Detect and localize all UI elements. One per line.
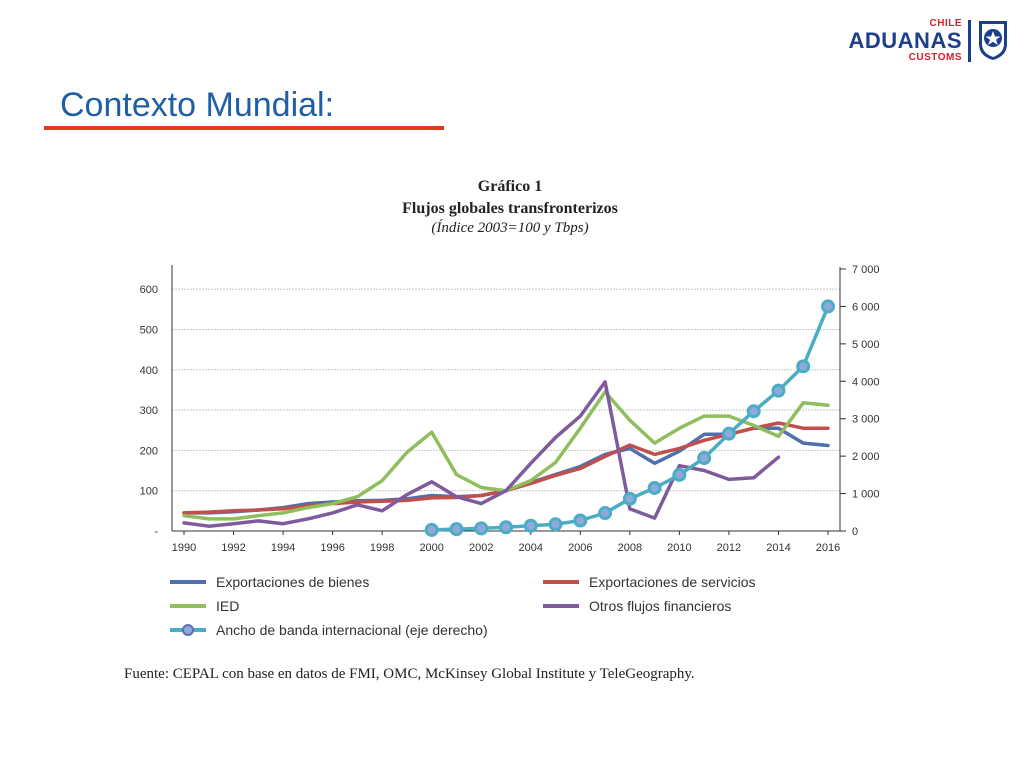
x-tick-label: 1992 — [221, 542, 245, 554]
title-underline — [44, 126, 444, 130]
data-point — [573, 513, 588, 528]
legend-label: Exportaciones de servicios — [589, 574, 756, 590]
series-line-0 — [182, 426, 830, 515]
legend-label: Exportaciones de bienes — [216, 574, 370, 590]
legend-item-exportaciones-bienes: Exportaciones de bienes — [170, 572, 369, 592]
figure-source: Fuente: CEPAL con base en datos de FMI, … — [124, 666, 695, 682]
x-tick-label: 2016 — [816, 542, 840, 554]
aduanas-logo: CHILE ADUANAS CUSTOMS — [838, 16, 1010, 66]
y-right-tick-label: 6 000 — [852, 301, 880, 313]
y-left-tick-label: 400 — [140, 365, 158, 377]
y-right-tick-label: 1 000 — [852, 489, 880, 501]
legend-item-ancho-banda: Ancho de banda internacional (eje derech… — [170, 620, 488, 640]
line-chart: - 100 200 300 400 500 600 0 1 000 2 000 3 000 4 000… — [140, 264, 880, 554]
data-point — [697, 451, 712, 466]
legend-swatch — [543, 580, 579, 584]
x-tick-label: 2004 — [519, 542, 543, 554]
figure-subtitle: Flujos globales transfronterizos — [402, 200, 618, 217]
x-tick-label: 1998 — [370, 542, 394, 554]
data-point — [622, 491, 637, 506]
y-left-tick-label: 600 — [140, 284, 158, 296]
y-left-tick-label: 300 — [140, 405, 158, 417]
y-left-tick-label: 200 — [140, 445, 158, 457]
y-left-tick-label: 500 — [140, 324, 158, 336]
x-tick-label: 2006 — [568, 542, 592, 554]
legend-swatch — [543, 604, 579, 608]
data-point — [424, 522, 439, 537]
legend-item-exportaciones-servicios: Exportaciones de servicios — [543, 572, 756, 592]
logo-divider — [968, 20, 971, 62]
data-point — [821, 299, 835, 314]
legend-label: IED — [216, 598, 240, 614]
logo-bottom-text: CUSTOMS — [908, 52, 962, 63]
data-point — [449, 522, 464, 537]
figure-note: (Índice 2003=100 y Tbps) — [431, 220, 589, 236]
data-point — [499, 520, 513, 535]
figure-label: Gráfico 1 — [477, 178, 543, 195]
legend-item-ied: IED — [170, 596, 239, 616]
data-point — [746, 404, 761, 419]
data-point — [523, 518, 538, 533]
x-tick-label: 2014 — [766, 542, 790, 554]
data-point — [721, 426, 736, 441]
series-line-2 — [182, 390, 830, 521]
x-tick-label: 2008 — [618, 542, 642, 554]
y-right-tick-label: 2 000 — [852, 451, 880, 463]
series-line-3 — [182, 380, 781, 528]
x-tick-label: 1994 — [271, 542, 295, 554]
legend-swatch — [170, 580, 206, 584]
x-tick-label: 2002 — [469, 542, 493, 554]
data-point — [548, 517, 563, 532]
y-right-tick-label: 7 000 — [852, 264, 880, 276]
y-right-tick-label: 0 — [852, 526, 858, 538]
y-right-tick-label: 4 000 — [852, 376, 880, 388]
logo-top-text: CHILE — [929, 18, 962, 29]
y-left-tick-label: - — [154, 526, 158, 538]
x-tick-label: 2000 — [419, 542, 443, 554]
x-tick-label: 2010 — [667, 542, 691, 554]
legend-label: Otros flujos financieros — [589, 598, 732, 614]
logo-main-text: ADUANAS — [848, 28, 962, 53]
legend-swatch — [170, 604, 206, 608]
y-right-tick-label: 5 000 — [852, 339, 880, 351]
x-tick-label: 2012 — [717, 542, 741, 554]
data-point — [647, 480, 662, 495]
data-point — [672, 467, 687, 482]
x-tick-label: 1990 — [172, 542, 196, 554]
legend-swatch — [170, 624, 206, 636]
slide-title: Contexto Mundial: — [60, 86, 335, 124]
legend-item-otros-flujos: Otros flujos financieros — [543, 596, 731, 616]
data-point — [598, 506, 613, 521]
x-tick-label: 1996 — [320, 542, 344, 554]
data-point — [796, 359, 811, 374]
chart-legend: Exportaciones de bienes Exportaciones de… — [170, 572, 810, 642]
shield-icon — [979, 21, 1007, 60]
data-point — [474, 521, 489, 536]
y-right-tick-label: 3 000 — [852, 414, 880, 426]
legend-label: Ancho de banda internacional (eje derech… — [216, 622, 488, 638]
data-point — [771, 383, 786, 398]
y-left-tick-label: 100 — [140, 486, 158, 498]
